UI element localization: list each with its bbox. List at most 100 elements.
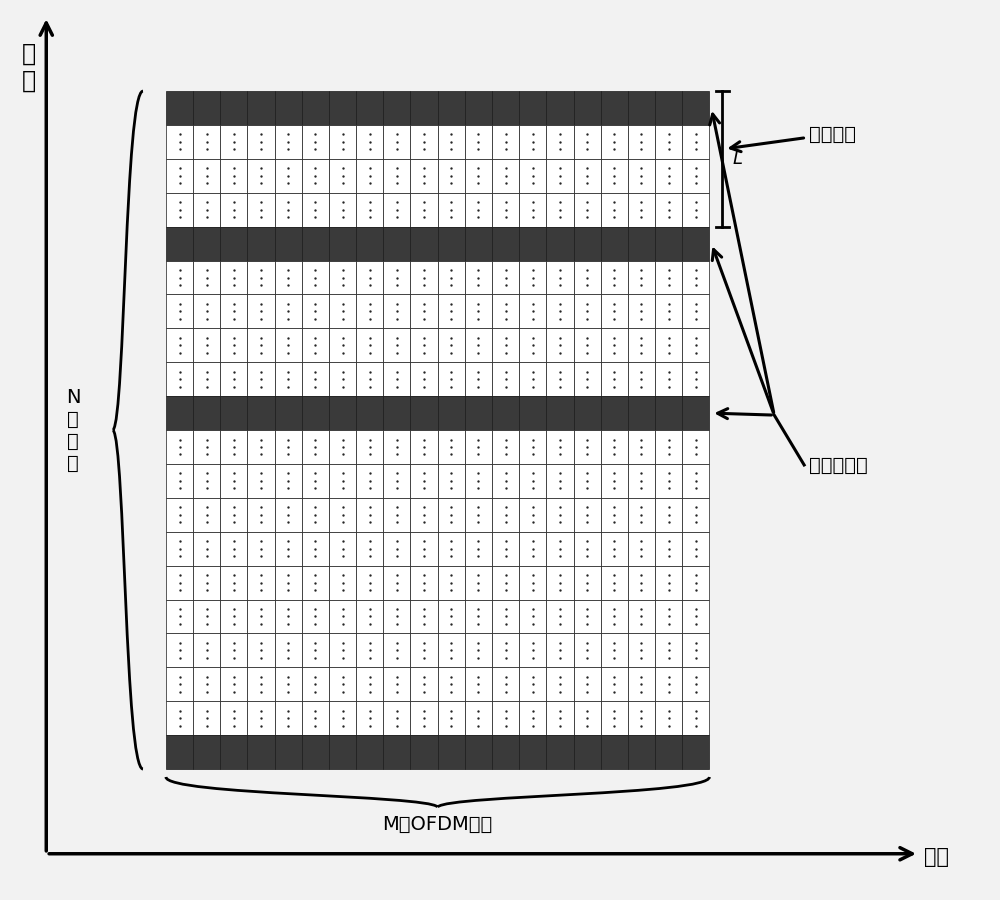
Text: 导频子载波: 导频子载波 (809, 455, 868, 474)
Bar (655, 735, 682, 769)
Bar (655, 599, 682, 634)
Bar (247, 363, 275, 396)
Bar (275, 701, 302, 735)
Bar (329, 396, 356, 430)
Bar (329, 667, 356, 701)
Bar (519, 532, 546, 565)
Bar (492, 498, 519, 532)
Bar (247, 498, 275, 532)
Bar (166, 125, 193, 159)
Bar (438, 91, 465, 125)
Bar (655, 701, 682, 735)
Bar (193, 294, 220, 328)
Bar (356, 294, 383, 328)
Bar (302, 430, 329, 464)
Bar (601, 464, 628, 498)
Bar (166, 363, 193, 396)
Bar (410, 430, 438, 464)
Bar (275, 430, 302, 464)
Bar (329, 565, 356, 599)
Bar (438, 498, 465, 532)
Bar (492, 396, 519, 430)
Bar (220, 464, 247, 498)
Bar (247, 565, 275, 599)
Bar (247, 159, 275, 193)
Bar (166, 227, 193, 261)
Bar (220, 363, 247, 396)
Bar (519, 193, 546, 227)
Bar (492, 261, 519, 294)
Bar (410, 159, 438, 193)
Bar (574, 261, 601, 294)
Bar (220, 396, 247, 430)
Bar (356, 193, 383, 227)
Bar (492, 735, 519, 769)
Bar (247, 91, 275, 125)
Bar (383, 227, 410, 261)
Bar (438, 294, 465, 328)
Bar (356, 396, 383, 430)
Bar (302, 227, 329, 261)
Bar (574, 294, 601, 328)
Bar (193, 396, 220, 430)
Bar (628, 328, 655, 363)
Bar (465, 464, 492, 498)
Bar (166, 328, 193, 363)
Bar (383, 701, 410, 735)
Bar (275, 396, 302, 430)
Bar (166, 430, 193, 464)
Bar (302, 363, 329, 396)
Bar (275, 599, 302, 634)
Bar (438, 227, 465, 261)
Bar (383, 159, 410, 193)
Bar (247, 430, 275, 464)
Bar (574, 599, 601, 634)
Bar (302, 735, 329, 769)
Bar (383, 261, 410, 294)
Bar (220, 701, 247, 735)
Bar (220, 261, 247, 294)
Bar (628, 261, 655, 294)
Bar (275, 261, 302, 294)
Bar (383, 667, 410, 701)
Bar (492, 91, 519, 125)
Bar (193, 125, 220, 159)
Bar (628, 634, 655, 667)
Bar (465, 565, 492, 599)
Bar (574, 634, 601, 667)
Bar (519, 363, 546, 396)
Bar (546, 498, 574, 532)
Bar (329, 464, 356, 498)
Bar (193, 430, 220, 464)
Bar (546, 227, 574, 261)
Bar (410, 667, 438, 701)
Bar (410, 599, 438, 634)
Bar (655, 159, 682, 193)
Bar (410, 91, 438, 125)
Bar (383, 735, 410, 769)
Bar (465, 701, 492, 735)
Bar (682, 125, 709, 159)
Bar (465, 227, 492, 261)
Bar (438, 430, 465, 464)
Bar (682, 227, 709, 261)
Bar (302, 498, 329, 532)
Bar (519, 464, 546, 498)
Bar (655, 261, 682, 294)
Bar (682, 363, 709, 396)
Bar (275, 91, 302, 125)
Bar (601, 430, 628, 464)
Bar (193, 159, 220, 193)
Bar (519, 91, 546, 125)
Bar (546, 599, 574, 634)
Bar (546, 396, 574, 430)
Bar (628, 532, 655, 565)
Bar (247, 599, 275, 634)
Bar (519, 599, 546, 634)
Bar (275, 565, 302, 599)
Bar (166, 498, 193, 532)
Bar (601, 498, 628, 532)
Bar (329, 498, 356, 532)
Bar (220, 430, 247, 464)
Bar (193, 227, 220, 261)
